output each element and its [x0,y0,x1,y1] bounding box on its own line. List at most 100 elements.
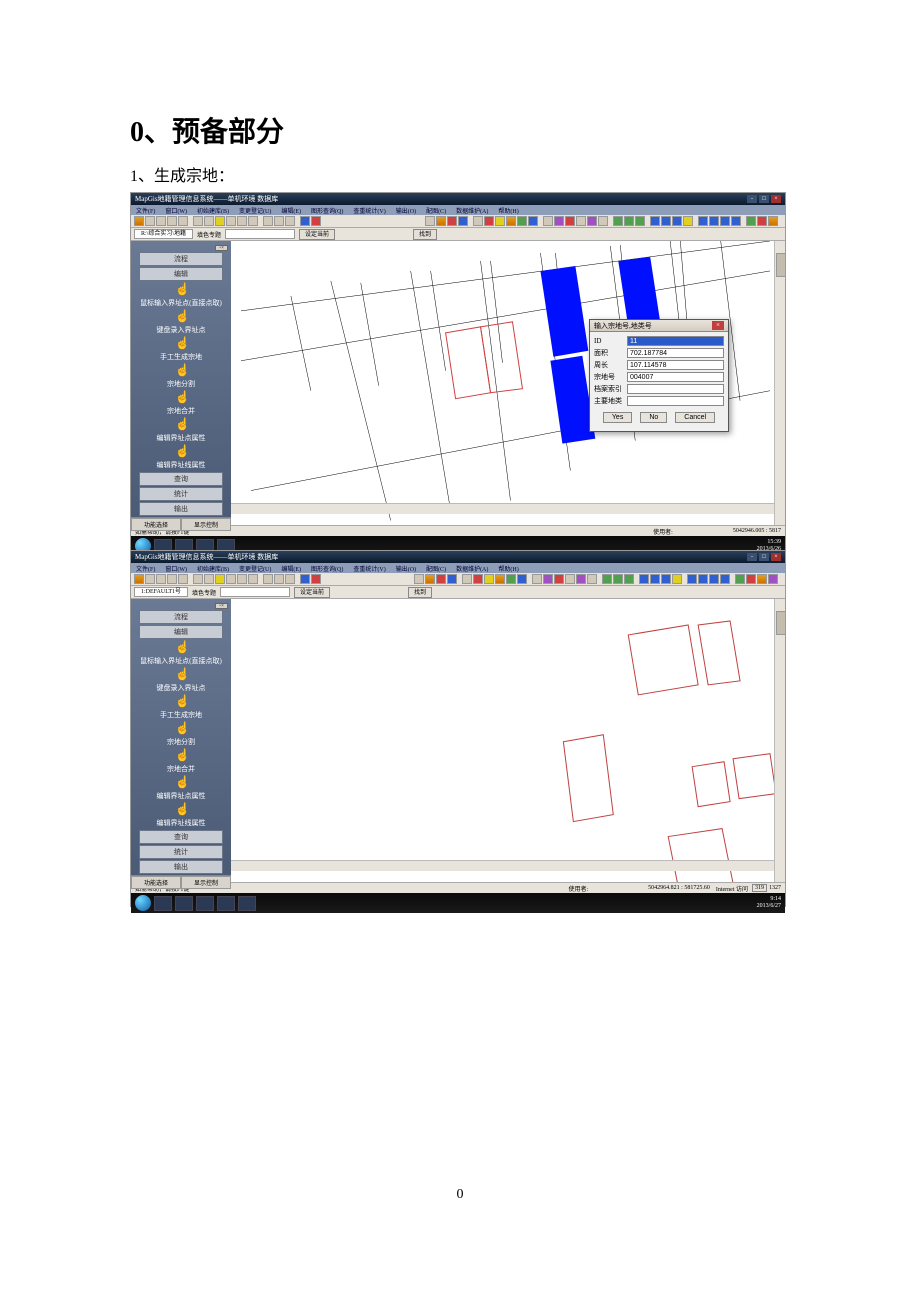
hand-icon [174,696,188,710]
side-i3[interactable]: 手工生成宗地 [160,710,202,720]
menu-output[interactable]: 输出(O) [396,206,416,215]
map-canvas-2[interactable] [231,599,785,882]
side-output[interactable]: 输出 [139,502,223,516]
task-icon[interactable] [217,896,235,911]
side-i6[interactable]: 编辑界址点属性 [157,433,206,443]
side-i2[interactable]: 键盘录入界址点 [157,325,206,335]
theme-dropdown[interactable] [225,229,295,239]
path-dropdown[interactable]: R:\综合实习\地籍 [134,229,193,239]
hand-icon [174,365,188,379]
menu-window[interactable]: 窗口(W) [165,564,187,573]
menu-change[interactable]: 变更登记(U) [239,564,271,573]
taskbar[interactable]: 9:142013/6/27 [131,893,785,913]
menu-stat[interactable]: 查重统计(V) [353,564,385,573]
task-icon[interactable] [238,896,256,911]
max-button[interactable]: □ [759,195,769,203]
menubar[interactable]: 文件(F) 窗口(W) 初始建库(B) 变更登记(U) 编辑(E) 图形查询(Q… [131,563,785,573]
input-area[interactable] [627,348,724,358]
side-stat[interactable]: 统计 [139,845,223,859]
hand-icon [174,642,188,656]
side-query[interactable]: 查询 [139,830,223,844]
side-i3[interactable]: 手工生成宗地 [160,352,202,362]
side-i1[interactable]: 鼠标输入界址点(直接点取) [140,656,222,666]
input-id[interactable] [627,336,724,346]
input-arch[interactable] [627,384,724,394]
find-button[interactable]: 找到 [413,229,437,240]
side-edit[interactable]: 编辑 [139,625,223,639]
input-perim[interactable] [627,360,724,370]
min-button[interactable]: - [747,195,757,203]
toolbar-2[interactable]: R:\综合实习\地籍 填色专题 设定当前 找到 [131,228,785,241]
yes-button[interactable]: Yes [603,412,632,423]
side-stat[interactable]: 统计 [139,487,223,501]
menu-output[interactable]: 输出(O) [396,564,416,573]
close-button[interactable]: × [771,553,781,561]
dialog-close-button[interactable]: × [712,321,724,330]
toolbar-2[interactable]: 1:DEFAULT1号 填色专题 设定当前 找到 [131,586,785,599]
menu-help[interactable]: 帮助(H) [498,206,518,215]
side-i7[interactable]: 编辑界址线属性 [157,460,206,470]
side-i6[interactable]: 编辑界址点属性 [157,791,206,801]
menu-stat[interactable]: 查重统计(V) [353,206,385,215]
side-query[interactable]: 查询 [139,472,223,486]
side-flow[interactable]: 流程 [139,610,223,624]
side-i1[interactable]: 鼠标输入界址点(直接点取) [140,298,222,308]
menu-map[interactable]: 配图(C) [426,206,446,215]
h-scrollbar[interactable] [231,503,774,514]
task-icon[interactable] [154,896,172,911]
side-collapse-icon[interactable]: ▫× [215,603,228,609]
status-box2: 1327 [769,885,781,891]
v-scrollbar[interactable] [774,599,785,882]
side-i4[interactable]: 宗地分割 [167,379,195,389]
v-scrollbar[interactable] [774,241,785,525]
side-i4[interactable]: 宗地分割 [167,737,195,747]
side-collapse-icon[interactable]: ▫× [215,245,228,251]
max-button[interactable]: □ [759,553,769,561]
theme-dropdown[interactable] [220,587,290,597]
input-type[interactable] [627,396,724,406]
menubar[interactable]: 文件(F) 窗口(W) 初始建库(B) 变更登记(U) 编辑(E) 图形查询(Q… [131,205,785,215]
find-button[interactable]: 找到 [408,587,432,598]
menu-maint[interactable]: 数据维护(A) [456,206,488,215]
menu-edit[interactable]: 编辑(E) [281,564,301,573]
menu-edit[interactable]: 编辑(E) [281,206,301,215]
start-button[interactable] [135,895,151,911]
menu-init[interactable]: 初始建库(B) [197,206,229,215]
min-button[interactable]: - [747,553,757,561]
menu-help[interactable]: 帮助(H) [498,564,518,573]
task-icon[interactable] [175,896,193,911]
menu-query[interactable]: 图形查询(Q) [311,564,343,573]
side-i2[interactable]: 键盘录入界址点 [157,683,206,693]
sidebar: ▫× 流程 编辑 鼠标输入界址点(直接点取) 键盘录入界址点 手工生成宗地 宗地… [131,241,231,525]
menu-file[interactable]: 文件(F) [136,206,155,215]
side-flow[interactable]: 流程 [139,252,223,266]
cancel-button[interactable]: Cancel [675,412,715,423]
sidetab-disp[interactable]: 显示控制 [181,518,231,531]
sidetab-func[interactable]: 功能选择 [131,518,181,531]
menu-init[interactable]: 初始建库(B) [197,564,229,573]
toolbar-1[interactable] [131,215,785,228]
side-output[interactable]: 输出 [139,860,223,874]
menu-maint[interactable]: 数据维护(A) [456,564,488,573]
sidetab-disp[interactable]: 显示控制 [181,876,231,889]
menu-query[interactable]: 图形查询(Q) [311,206,343,215]
menu-change[interactable]: 变更登记(U) [239,206,271,215]
set-current-button[interactable]: 设定当前 [299,229,335,240]
menu-window[interactable]: 窗口(W) [165,206,187,215]
set-current-button[interactable]: 设定当前 [294,587,330,598]
side-i5[interactable]: 宗地合并 [167,406,195,416]
no-button[interactable]: No [640,412,667,423]
input-parcel[interactable] [627,372,724,382]
close-button[interactable]: × [771,195,781,203]
map-canvas[interactable]: 输入宗地号,地类号× ID 面积 周长 宗地号 档案索引 主要地类 Yes No… [231,241,785,525]
menu-map[interactable]: 配图(C) [426,564,446,573]
side-i7[interactable]: 编辑界址线属性 [157,818,206,828]
sidetab-func[interactable]: 功能选择 [131,876,181,889]
layer-dropdown[interactable]: 1:DEFAULT1号 [134,587,188,597]
toolbar-1[interactable] [131,573,785,586]
side-edit[interactable]: 编辑 [139,267,223,281]
h-scrollbar[interactable] [231,860,774,871]
side-i5[interactable]: 宗地合并 [167,764,195,774]
menu-file[interactable]: 文件(F) [136,564,155,573]
task-icon[interactable] [196,896,214,911]
